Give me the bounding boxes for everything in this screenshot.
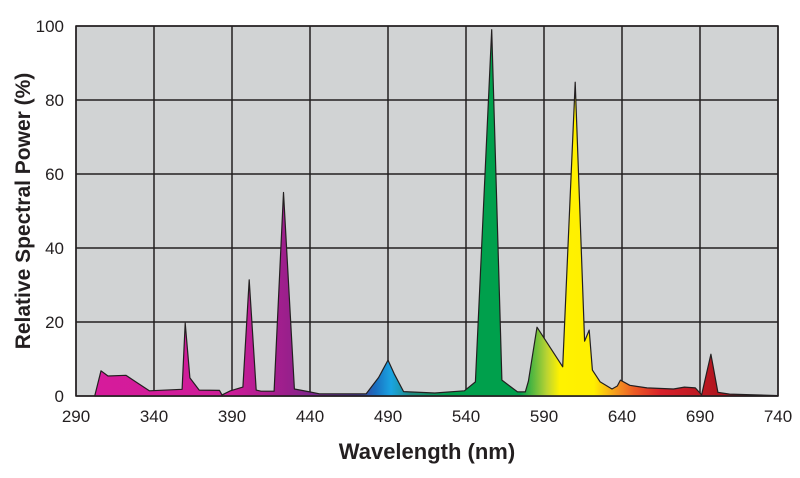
x-tick-label: 390 <box>218 407 246 426</box>
x-axis-label: Wavelength (nm) <box>339 439 515 464</box>
x-tick-label: 590 <box>530 407 558 426</box>
y-tick-label: 20 <box>45 313 64 332</box>
y-tick-label: 40 <box>45 239 64 258</box>
x-tick-label: 640 <box>608 407 636 426</box>
y-axis-ticks: 0 20 40 60 80 100 <box>36 17 64 406</box>
x-tick-label: 540 <box>452 407 480 426</box>
x-tick-label: 740 <box>764 407 792 426</box>
plot-frame <box>75 25 779 397</box>
y-tick-label: 0 <box>55 387 64 406</box>
x-tick-label: 290 <box>62 407 90 426</box>
plot-background <box>76 26 778 396</box>
y-tick-label: 80 <box>45 91 64 110</box>
y-tick-label: 100 <box>36 17 64 36</box>
y-axis-label: Relative Spectral Power (%) <box>12 73 35 350</box>
y-tick-label: 60 <box>45 165 64 184</box>
x-tick-label: 490 <box>374 407 402 426</box>
x-tick-label: 340 <box>140 407 168 426</box>
x-axis-ticks: 290 340 390 440 490 540 590 640 690 740 <box>62 407 792 426</box>
x-tick-label: 690 <box>686 407 714 426</box>
x-tick-label: 440 <box>296 407 324 426</box>
spectrum-area <box>94 29 779 397</box>
